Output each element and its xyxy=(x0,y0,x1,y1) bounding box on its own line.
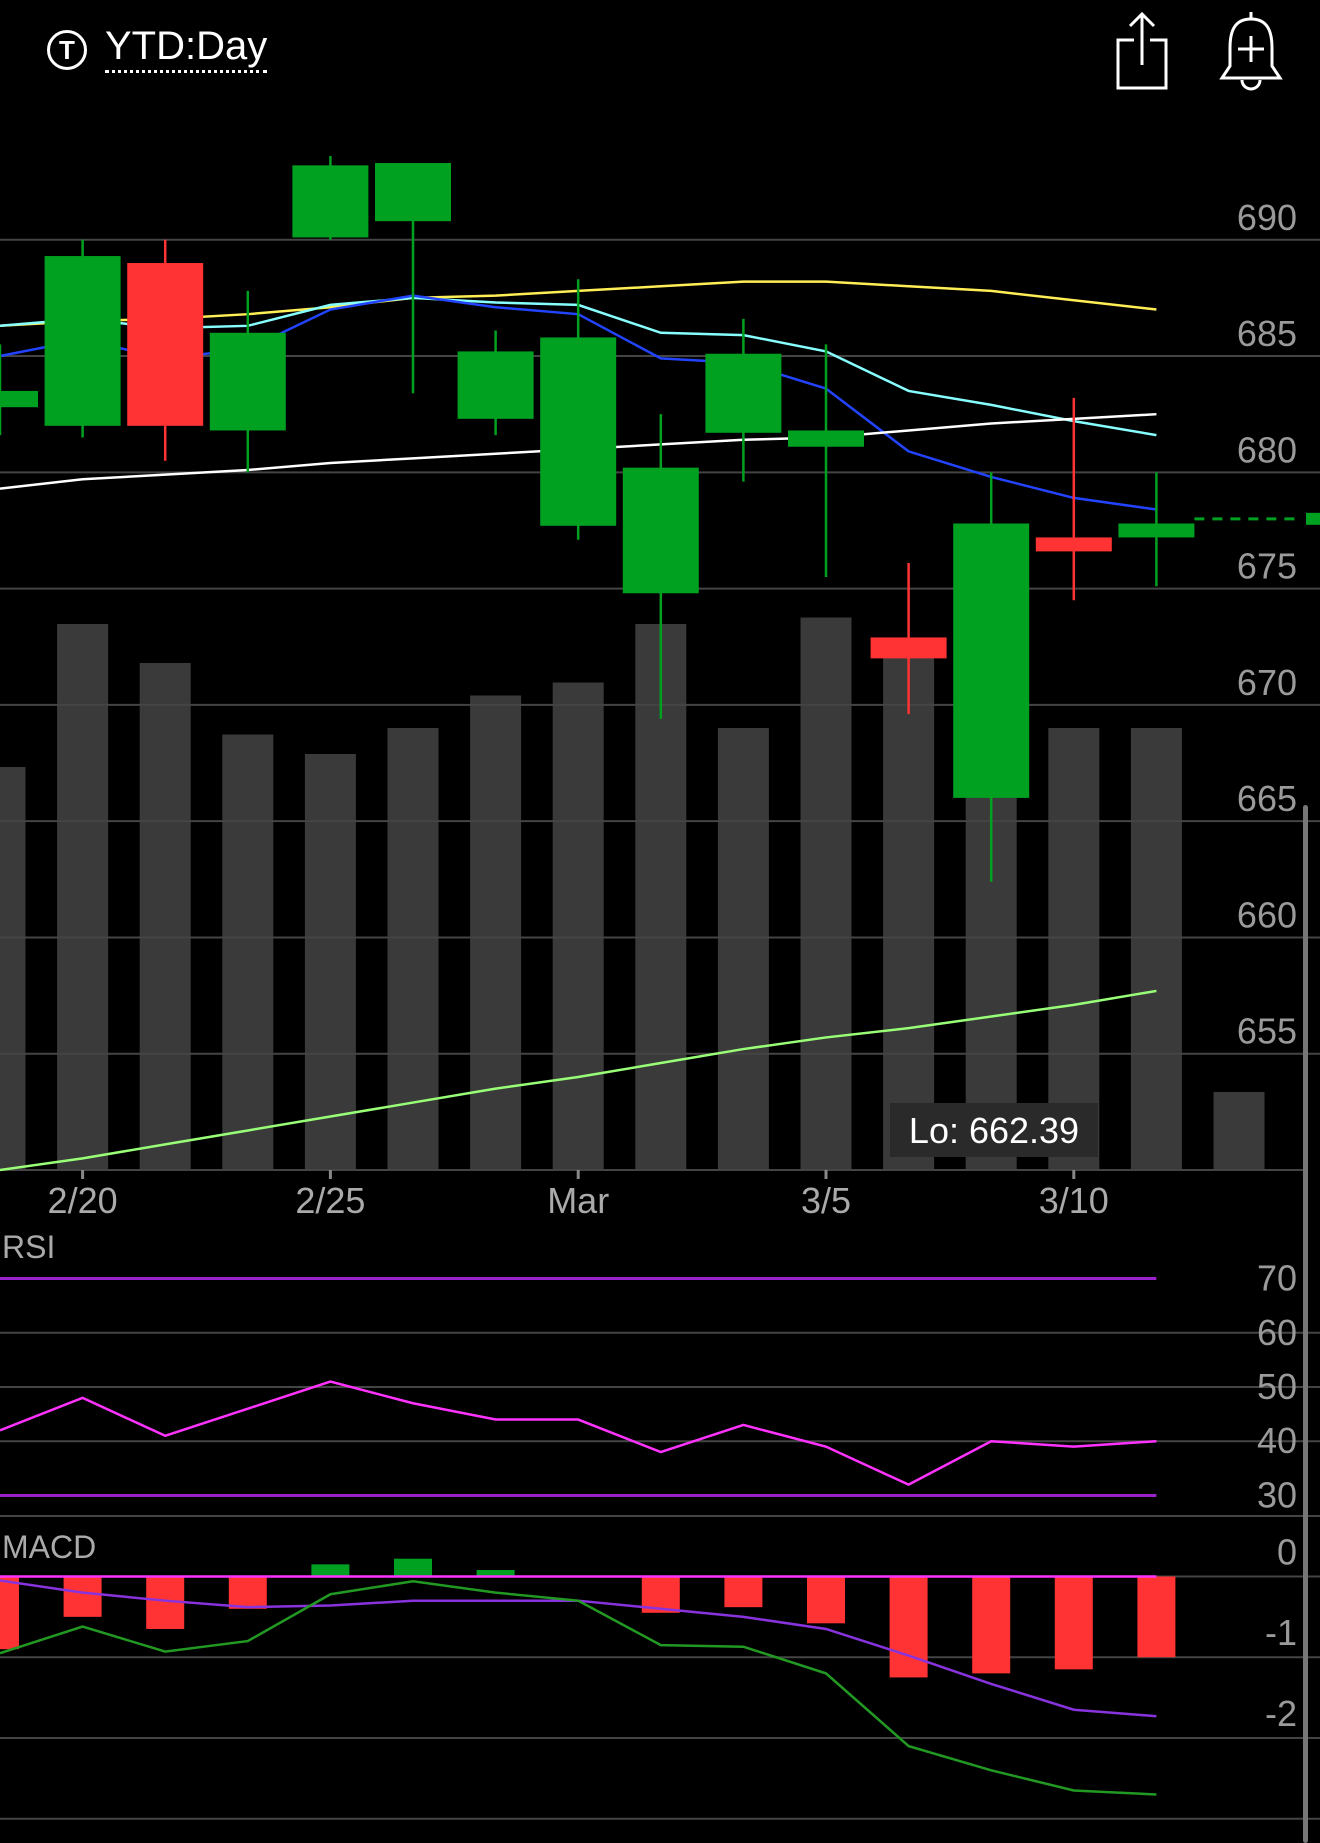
volume-bar xyxy=(222,734,274,1170)
candle xyxy=(540,279,617,540)
volume-bar xyxy=(57,624,109,1170)
x-tick-label: 2/25 xyxy=(295,1180,365,1221)
x-tick-label: 3/5 xyxy=(801,1180,851,1221)
macd-tick-label: -1 xyxy=(1265,1612,1297,1653)
candle-body xyxy=(705,353,782,433)
macd-line xyxy=(0,1580,1157,1796)
volume-bar xyxy=(717,728,769,1170)
rsi-line xyxy=(0,1380,1157,1487)
rsi-tick-label: 30 xyxy=(1257,1474,1297,1515)
candle-body xyxy=(1118,523,1195,538)
volume-bar xyxy=(800,617,852,1170)
macd-tick-label: 0 xyxy=(1277,1531,1297,1572)
candle xyxy=(870,563,947,715)
price-tick-label: 660 xyxy=(1237,894,1297,935)
volume-bar xyxy=(552,682,604,1170)
candle-body xyxy=(457,351,534,419)
macd-histogram-bar xyxy=(476,1570,515,1577)
candle xyxy=(788,344,864,577)
candle xyxy=(375,163,451,394)
candle xyxy=(209,290,286,473)
macd-histogram-bar xyxy=(0,1576,19,1650)
macd-histogram-bar xyxy=(1137,1576,1176,1658)
timeframe-selector[interactable]: YTD:Day xyxy=(105,24,268,73)
price-tick-label: 655 xyxy=(1237,1011,1297,1052)
scrollbar xyxy=(1303,805,1308,1843)
candle-body xyxy=(375,163,451,222)
volume-bar xyxy=(470,695,522,1170)
price-tick-label: 685 xyxy=(1237,313,1297,354)
low-annotation: Lo: 662.39 xyxy=(890,1103,1098,1157)
macd-histogram-bar xyxy=(63,1576,102,1617)
candle xyxy=(0,344,38,436)
volume-bar xyxy=(883,643,935,1170)
macd-histogram-bar xyxy=(972,1576,1011,1674)
volume-bar xyxy=(387,728,439,1170)
volume-bar xyxy=(1130,728,1182,1170)
candle-body xyxy=(540,337,617,526)
macd-label: MACD xyxy=(2,1529,96,1565)
last-price-marker xyxy=(1306,512,1320,525)
moving-average-line xyxy=(0,989,1157,1172)
macd-histogram-bar xyxy=(1054,1576,1093,1670)
price-tick-label: 665 xyxy=(1237,778,1297,819)
macd-panel: MACD 0 -1 -2 xyxy=(0,1529,1320,1820)
candle xyxy=(127,239,204,461)
candle xyxy=(705,318,782,482)
macd-histogram-bar xyxy=(394,1558,432,1577)
candle-body xyxy=(1035,537,1112,552)
rsi-tick-label: 60 xyxy=(1257,1312,1297,1353)
ticker-symbol-icon[interactable]: T xyxy=(47,30,87,70)
candle-body xyxy=(209,332,286,431)
candle xyxy=(292,156,369,240)
price-tick-label: 675 xyxy=(1237,546,1297,587)
price-tick-label: 690 xyxy=(1237,197,1297,238)
candle-body xyxy=(788,430,864,447)
macd-histogram-bar xyxy=(228,1576,267,1609)
volume-bar xyxy=(1048,728,1100,1170)
macd-histogram-bar xyxy=(724,1576,763,1608)
candle xyxy=(1118,472,1195,587)
price-tick-label: 680 xyxy=(1237,429,1297,470)
volume-bar xyxy=(1213,1092,1265,1170)
candle-body xyxy=(870,637,947,659)
candle-body xyxy=(292,165,369,238)
candle-body xyxy=(953,523,1030,798)
x-tick-label: 3/10 xyxy=(1039,1180,1109,1221)
rsi-tick-label: 70 xyxy=(1257,1258,1297,1299)
candles xyxy=(0,156,1195,882)
macd-histogram-bar xyxy=(807,1576,845,1624)
price-tick-label: 670 xyxy=(1237,662,1297,703)
candle-body xyxy=(127,263,204,426)
candle xyxy=(953,472,1030,882)
volume-bar xyxy=(304,754,356,1170)
candle-body xyxy=(0,390,38,408)
rsi-tick-label: 50 xyxy=(1257,1366,1297,1407)
candle-body xyxy=(44,256,121,426)
candle-body xyxy=(622,467,699,594)
candle xyxy=(457,330,534,436)
low-annotation-box xyxy=(890,1103,1098,1157)
rsi-panel: RSI 70 60 50 40 30 xyxy=(0,1229,1320,1517)
candle xyxy=(44,239,121,438)
share-icon[interactable] xyxy=(1112,10,1172,92)
volume-bar xyxy=(139,663,191,1170)
x-axis: 2/20 2/25 Mar 3/5 3/10 xyxy=(48,1170,1109,1221)
add-alert-bell-icon[interactable] xyxy=(1218,10,1284,92)
macd-histogram-bar xyxy=(311,1564,350,1577)
x-tick-label: 2/20 xyxy=(48,1180,118,1221)
low-annotation-label: Lo: 662.39 xyxy=(909,1110,1079,1151)
x-tick-label: Mar xyxy=(547,1180,609,1221)
candle xyxy=(1035,397,1112,601)
macd-tick-label: -2 xyxy=(1265,1693,1297,1734)
chart-header: T YTD:Day xyxy=(0,0,1320,110)
rsi-tick-label: 40 xyxy=(1257,1420,1297,1461)
volume-bars xyxy=(0,617,1265,1170)
candle xyxy=(622,414,699,719)
volume-bar xyxy=(0,767,26,1170)
rsi-label: RSI xyxy=(2,1229,55,1265)
macd-histogram-bar xyxy=(889,1576,928,1678)
